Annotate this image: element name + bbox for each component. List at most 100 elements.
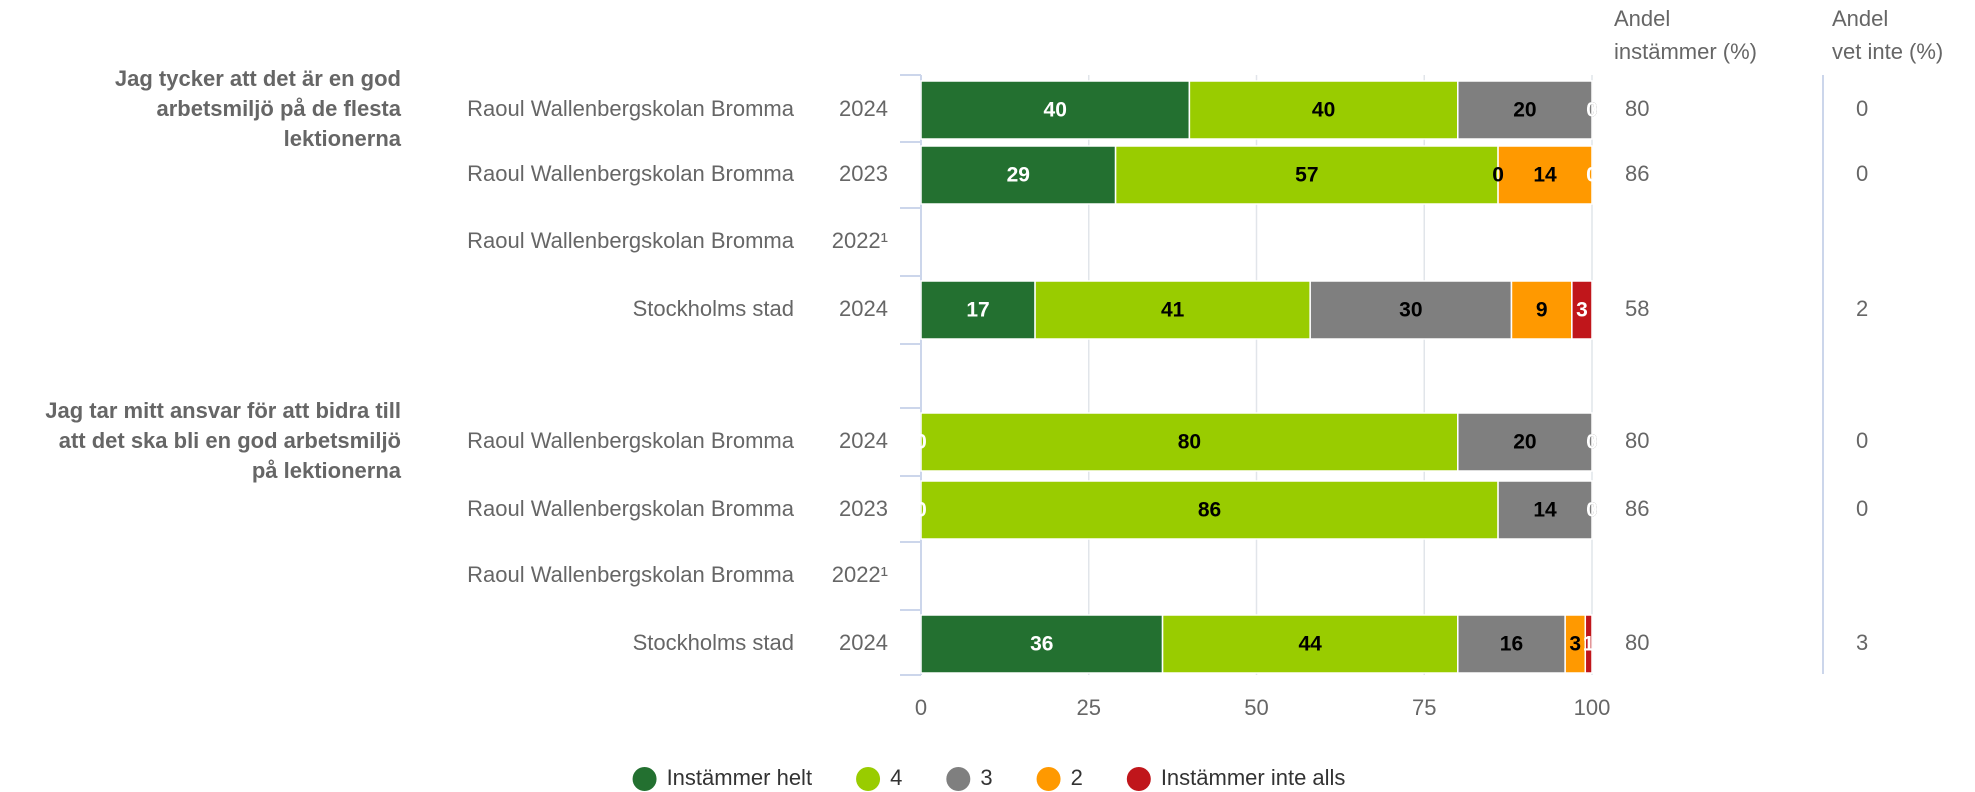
bar-segment bbox=[1114, 145, 1499, 205]
legend-marker bbox=[946, 767, 971, 791]
column-value: 58 bbox=[1625, 296, 1649, 321]
bar-segment bbox=[1309, 280, 1513, 340]
bar-segment bbox=[920, 412, 1459, 472]
year-label: 2023 bbox=[839, 496, 888, 521]
data-label: 16 bbox=[1500, 633, 1523, 656]
year-label: 2024 bbox=[839, 428, 888, 453]
bar-segment bbox=[1457, 412, 1593, 472]
column-value: 0 bbox=[1856, 96, 1868, 121]
category-label: Stockholms stad bbox=[633, 296, 794, 321]
category-label: Stockholms stad bbox=[633, 630, 794, 655]
column-header: vet inte (%) bbox=[1832, 39, 1943, 64]
data-label: 3 bbox=[1576, 299, 1588, 322]
data-label: 40 bbox=[1044, 99, 1067, 122]
column-value: 80 bbox=[1625, 428, 1649, 453]
year-label: 2023 bbox=[839, 161, 888, 186]
bar-segment bbox=[1161, 614, 1459, 674]
x-tick-label: 25 bbox=[1077, 695, 1101, 720]
legend: Instämmer helt 4 3 2 Instämmer inte alls bbox=[632, 765, 1346, 791]
x-tick-label: 0 bbox=[915, 695, 927, 720]
legend-label: 2 bbox=[1071, 765, 1083, 790]
question-text: Jag tar mitt ansvar för att bidra till bbox=[45, 398, 401, 423]
data-label: 0 bbox=[1586, 499, 1598, 522]
legend-label: 3 bbox=[980, 765, 992, 790]
data-label: 29 bbox=[1007, 164, 1030, 187]
bar-segment bbox=[1584, 614, 1593, 674]
bar-segment bbox=[1497, 145, 1593, 205]
data-label: 0 bbox=[1492, 164, 1504, 187]
legend-label: Instämmer inte alls bbox=[1161, 765, 1346, 790]
data-label: 0 bbox=[1586, 164, 1598, 187]
column-value: 86 bbox=[1625, 161, 1649, 186]
data-label: 1 bbox=[1583, 633, 1595, 656]
year-label: 2024 bbox=[839, 630, 888, 655]
column-value: 0 bbox=[1856, 428, 1868, 453]
year-label: 2024 bbox=[839, 296, 888, 321]
data-label: 20 bbox=[1513, 431, 1536, 454]
category-label: Raoul Wallenbergskolan Bromma bbox=[467, 96, 795, 121]
legend-marker bbox=[632, 767, 657, 791]
x-tick-label: 50 bbox=[1244, 695, 1268, 720]
data-label: 17 bbox=[966, 299, 989, 322]
data-label: 86 bbox=[1198, 499, 1221, 522]
category-label: Raoul Wallenbergskolan Bromma bbox=[467, 428, 795, 453]
data-label: 20 bbox=[1513, 99, 1536, 122]
bar-segment bbox=[1497, 480, 1593, 540]
bar-segment bbox=[1034, 280, 1311, 340]
column-value: 0 bbox=[1856, 496, 1868, 521]
category-label: Raoul Wallenbergskolan Bromma bbox=[467, 161, 795, 186]
data-label: 57 bbox=[1295, 164, 1318, 187]
category-label: Raoul Wallenbergskolan Bromma bbox=[467, 228, 795, 253]
data-label: 0 bbox=[915, 499, 927, 522]
question-text: Jag tycker att det är en god bbox=[115, 66, 401, 91]
bar-segment bbox=[920, 80, 1191, 140]
question-text: lektionerna bbox=[284, 126, 402, 151]
data-label: 0 bbox=[1586, 431, 1598, 454]
data-label: 30 bbox=[1399, 299, 1422, 322]
column-value: 2 bbox=[1856, 296, 1868, 321]
x-tick-label: 75 bbox=[1412, 695, 1436, 720]
column-header: Andel bbox=[1614, 6, 1670, 31]
data-label: 3 bbox=[1569, 633, 1581, 656]
category-label: Raoul Wallenbergskolan Bromma bbox=[467, 562, 795, 587]
bar-segment bbox=[920, 480, 1499, 540]
data-label: 14 bbox=[1533, 499, 1557, 522]
legend-marker bbox=[1036, 767, 1061, 791]
bar-segment bbox=[1571, 280, 1593, 340]
legend-marker bbox=[856, 767, 881, 791]
data-label: 36 bbox=[1030, 633, 1053, 656]
column-value: 80 bbox=[1625, 96, 1649, 121]
data-label: 80 bbox=[1178, 431, 1201, 454]
data-label: 0 bbox=[915, 431, 927, 454]
data-label: 0 bbox=[1586, 99, 1598, 122]
data-label: 0 bbox=[1586, 499, 1598, 522]
legend-label: 4 bbox=[890, 765, 902, 790]
question-text: på lektionerna bbox=[252, 458, 402, 483]
legend-marker bbox=[1126, 767, 1151, 791]
column-value: 86 bbox=[1625, 496, 1649, 521]
category-label: Raoul Wallenbergskolan Bromma bbox=[467, 496, 795, 521]
column-header: instämmer (%) bbox=[1614, 39, 1757, 64]
bar-segment bbox=[1457, 80, 1593, 140]
bar-segment bbox=[920, 145, 1117, 205]
column-value: 3 bbox=[1856, 630, 1868, 655]
data-label: 0 bbox=[1586, 431, 1598, 454]
bar-segment bbox=[1188, 80, 1459, 140]
question-text: arbetsmiljö på de flesta bbox=[156, 96, 401, 121]
data-label: 44 bbox=[1299, 633, 1323, 656]
data-label: 41 bbox=[1161, 299, 1185, 322]
year-label: 2024 bbox=[839, 96, 888, 121]
column-value: 0 bbox=[1856, 161, 1868, 186]
bar-segment bbox=[1510, 280, 1573, 340]
x-tick-label: 100 bbox=[1574, 695, 1611, 720]
column-value: 80 bbox=[1625, 630, 1649, 655]
year-label: 2022¹ bbox=[832, 228, 888, 253]
data-label: 0 bbox=[1586, 99, 1598, 122]
column-header: Andel bbox=[1832, 6, 1888, 31]
data-label: 40 bbox=[1312, 99, 1335, 122]
question-text: att det ska bli en god arbetsmiljö bbox=[59, 428, 401, 453]
year-label: 2022¹ bbox=[832, 562, 888, 587]
data-label: 9 bbox=[1536, 299, 1548, 322]
bar-segment bbox=[1457, 614, 1566, 674]
